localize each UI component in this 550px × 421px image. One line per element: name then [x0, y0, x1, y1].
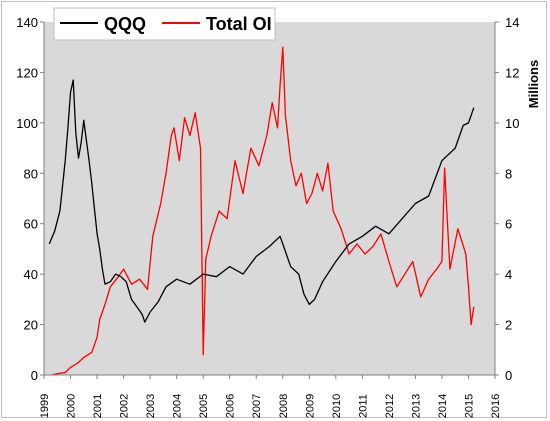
legend-label-total-oi: Total OI — [206, 14, 272, 34]
x-tick-label: 2003 — [145, 394, 157, 418]
x-tick-label: 2016 — [490, 394, 502, 418]
legend-label-qqq: QQQ — [104, 14, 146, 34]
x-tick-label: 2013 — [410, 394, 422, 418]
series-layer — [48, 46, 475, 376]
x-tick-label: 2001 — [92, 394, 104, 418]
left-tick-label: 100 — [16, 116, 38, 131]
right-tick-label: 12 — [505, 65, 519, 80]
left-tick-label: 140 — [16, 15, 38, 30]
x-tick-label: 2007 — [251, 394, 263, 418]
axis-layer: 0 20 40 60 80 100 120 140 0 2 4 6 8 10 12 14 1999 2000 200… — [16, 15, 519, 418]
left-tick-label: 20 — [24, 318, 38, 333]
left-tick-label: 0 — [31, 368, 38, 383]
left-tick-label: 60 — [24, 217, 38, 232]
right-tick-label: 0 — [505, 368, 512, 383]
x-tick-label: 2002 — [119, 394, 131, 418]
right-tick-label: 14 — [505, 15, 519, 30]
right-tick-label: 8 — [505, 166, 512, 181]
left-tick-label: 40 — [24, 267, 38, 282]
x-tick-label: 2012 — [384, 394, 396, 418]
right-tick-label: 10 — [505, 116, 519, 131]
plot-area — [44, 22, 495, 375]
series-line-total-oi — [51, 46, 475, 376]
x-tick-label: 2015 — [463, 394, 475, 418]
x-tick-label: 2004 — [172, 394, 184, 418]
right-tick-label: 2 — [505, 318, 512, 333]
left-tick-label: 120 — [16, 65, 38, 80]
x-tick-label: 2014 — [437, 394, 449, 418]
x-tick-label: 2009 — [304, 394, 316, 418]
x-tick-label: 1999 — [39, 394, 51, 418]
x-tick-label: 2006 — [225, 394, 237, 418]
x-tick-label: 2010 — [331, 394, 343, 418]
right-tick-label: 4 — [505, 267, 512, 282]
x-tick-label: 2005 — [198, 394, 210, 418]
x-tick-label: 2008 — [278, 394, 290, 418]
legend: QQQ Total OI — [53, 7, 276, 41]
right-axis-label: Millions — [526, 60, 541, 108]
left-tick-label: 80 — [24, 166, 38, 181]
right-tick-label: 6 — [505, 217, 512, 232]
x-tick-label: 2011 — [357, 394, 369, 418]
series-line-qqq — [48, 79, 475, 323]
x-tick-label: 2000 — [66, 394, 78, 418]
